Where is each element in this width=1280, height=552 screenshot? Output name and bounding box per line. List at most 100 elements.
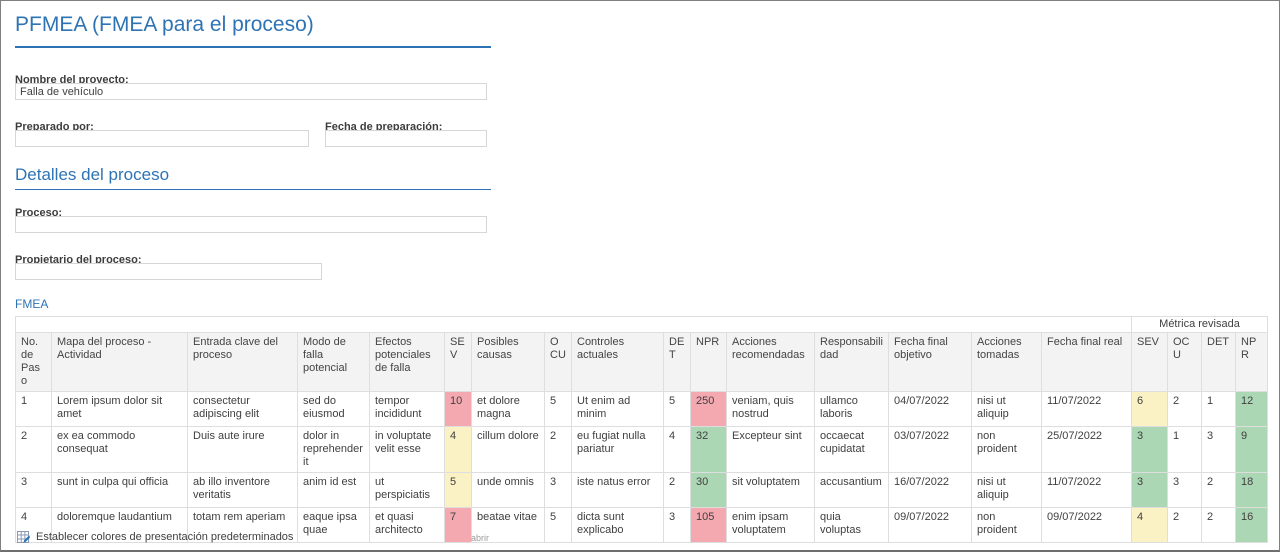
cell-ocu2[interactable]: 2 (1167, 507, 1202, 543)
column-header: Acciones tomadas (971, 332, 1042, 392)
column-header: No. de Paso (15, 332, 52, 392)
cell-npr2[interactable]: 18 (1234, 472, 1269, 508)
cell-npr2[interactable]: 9 (1234, 426, 1269, 473)
cell-ocu2[interactable]: 2 (1167, 391, 1202, 427)
cell-det2[interactable]: 3 (1201, 426, 1236, 473)
cell-effects[interactable]: ut perspiciatis (369, 472, 445, 508)
cell-actions_taken[interactable]: nisi ut aliquip (971, 391, 1042, 427)
cell-controls[interactable]: dicta sunt explicabo (571, 507, 664, 543)
cell-recommended[interactable]: Excepteur sint (726, 426, 815, 473)
column-header: Posibles causas (471, 332, 545, 392)
cell-ocu[interactable]: 5 (544, 507, 572, 543)
cell-det[interactable]: 2 (663, 472, 691, 508)
cell-effects[interactable]: tempor incididunt (369, 391, 445, 427)
cell-no[interactable]: 2 (15, 426, 52, 473)
cell-failure_mode[interactable]: anim id est (297, 472, 370, 508)
cell-npr2[interactable]: 16 (1234, 507, 1269, 543)
cell-ocu[interactable]: 3 (544, 472, 572, 508)
cell-causes[interactable]: beatae vitae (471, 507, 545, 543)
cell-target_date[interactable]: 16/07/2022 (888, 472, 972, 508)
cell-activity[interactable]: Lorem ipsum dolor sit amet (51, 391, 188, 427)
set-default-colors-button[interactable]: Establecer colores de presentación prede… (17, 530, 293, 544)
cell-det[interactable]: 3 (663, 507, 691, 543)
project-name-input[interactable] (15, 83, 487, 100)
cell-responsibility[interactable]: accusantium (814, 472, 889, 508)
cell-key_input[interactable]: ab illo inventore veritatis (187, 472, 298, 508)
cell-controls[interactable]: eu fugiat nulla pariatur (571, 426, 664, 473)
cell-key_input[interactable]: consectetur adipiscing elit (187, 391, 298, 427)
cell-controls[interactable]: Ut enim ad minim (571, 391, 664, 427)
cell-sev[interactable]: 7 (444, 507, 472, 543)
edit-table-icon (17, 530, 31, 544)
cell-det2[interactable]: 2 (1201, 472, 1236, 508)
cell-actual_date[interactable]: 09/07/2022 (1041, 507, 1132, 543)
column-header: NPR (1234, 332, 1269, 392)
cell-effects[interactable]: et quasi architecto (369, 507, 445, 543)
abrir-link[interactable]: abrir (471, 533, 490, 543)
cell-sev[interactable]: 10 (444, 391, 472, 427)
cell-no[interactable]: 1 (15, 391, 52, 427)
cell-responsibility[interactable]: occaecat cupidatat (814, 426, 889, 473)
process-owner-input[interactable] (15, 263, 322, 280)
group-header-spacer (15, 316, 1132, 333)
cell-causes[interactable]: et dolore magna (471, 391, 545, 427)
cell-npr[interactable]: 105 (690, 507, 727, 543)
cell-causes[interactable]: unde omnis (471, 472, 545, 508)
cell-target_date[interactable]: 04/07/2022 (888, 391, 972, 427)
cell-sev2[interactable]: 3 (1131, 426, 1168, 473)
cell-npr2[interactable]: 12 (1234, 391, 1269, 427)
cell-sev[interactable]: 5 (444, 472, 472, 508)
cell-det2[interactable]: 1 (1201, 391, 1236, 427)
process-input[interactable] (15, 216, 487, 233)
cell-npr[interactable]: 30 (690, 472, 727, 508)
cell-ocu[interactable]: 5 (544, 391, 572, 427)
cell-ocu[interactable]: 2 (544, 426, 572, 473)
cell-failure_mode[interactable]: dolor in reprehenderit (297, 426, 370, 473)
cell-effects[interactable]: in voluptate velit esse (369, 426, 445, 473)
set-default-colors-label: Establecer colores de presentación prede… (36, 531, 294, 543)
table-row: 4 doloremque laudantium totam rem aperiam e… (15, 507, 1269, 543)
cell-sev2[interactable]: 6 (1131, 391, 1168, 427)
cell-actions_taken[interactable]: nisi ut aliquip (971, 472, 1042, 508)
cell-sev2[interactable]: 3 (1131, 472, 1168, 508)
cell-recommended[interactable]: enim ipsam voluptatem (726, 507, 815, 543)
cell-det2[interactable]: 2 (1201, 507, 1236, 543)
cell-no[interactable]: 3 (15, 472, 52, 508)
cell-key_input[interactable]: Duis aute irure (187, 426, 298, 473)
cell-sev2[interactable]: 4 (1131, 507, 1168, 543)
fmea-header-row: No. de Paso Mapa del proceso - Actividad E… (15, 332, 1269, 392)
column-header: Modo de falla potencial (297, 332, 370, 392)
cell-npr[interactable]: 32 (690, 426, 727, 473)
cell-activity[interactable]: sunt in culpa qui officia (51, 472, 188, 508)
column-header: Fecha final objetivo (888, 332, 972, 392)
column-header: DET (1201, 332, 1236, 392)
cell-no[interactable]: 4 (15, 507, 52, 543)
cell-recommended[interactable]: veniam, quis nostrud (726, 391, 815, 427)
cell-activity[interactable]: ex ea commodo consequat (51, 426, 188, 473)
cell-actual_date[interactable]: 25/07/2022 (1041, 426, 1132, 473)
cell-det[interactable]: 5 (663, 391, 691, 427)
cell-npr[interactable]: 250 (690, 391, 727, 427)
cell-failure_mode[interactable]: eaque ipsa quae (297, 507, 370, 543)
cell-target_date[interactable]: 09/07/2022 (888, 507, 972, 543)
column-header: Fecha final real (1041, 332, 1132, 392)
prepared-by-input[interactable] (15, 130, 309, 147)
cell-det[interactable]: 4 (663, 426, 691, 473)
cell-actual_date[interactable]: 11/07/2022 (1041, 472, 1132, 508)
cell-actual_date[interactable]: 11/07/2022 (1041, 391, 1132, 427)
cell-failure_mode[interactable]: sed do eiusmod (297, 391, 370, 427)
cell-target_date[interactable]: 03/07/2022 (888, 426, 972, 473)
cell-actions_taken[interactable]: non proident (971, 426, 1042, 473)
fmea-table-body: 1 Lorem ipsum dolor sit amet consectetur a… (15, 391, 1269, 543)
cell-sev[interactable]: 4 (444, 426, 472, 473)
cell-causes[interactable]: cillum dolore (471, 426, 545, 473)
cell-responsibility[interactable]: ullamco laboris (814, 391, 889, 427)
cell-ocu2[interactable]: 3 (1167, 472, 1202, 508)
cell-key_input[interactable]: totam rem aperiam (187, 507, 298, 543)
cell-controls[interactable]: iste natus error (571, 472, 664, 508)
cell-responsibility[interactable]: quia voluptas (814, 507, 889, 543)
cell-actions_taken[interactable]: non proident (971, 507, 1042, 543)
prep-date-input[interactable] (325, 130, 487, 147)
cell-ocu2[interactable]: 1 (1167, 426, 1202, 473)
cell-recommended[interactable]: sit voluptatem (726, 472, 815, 508)
